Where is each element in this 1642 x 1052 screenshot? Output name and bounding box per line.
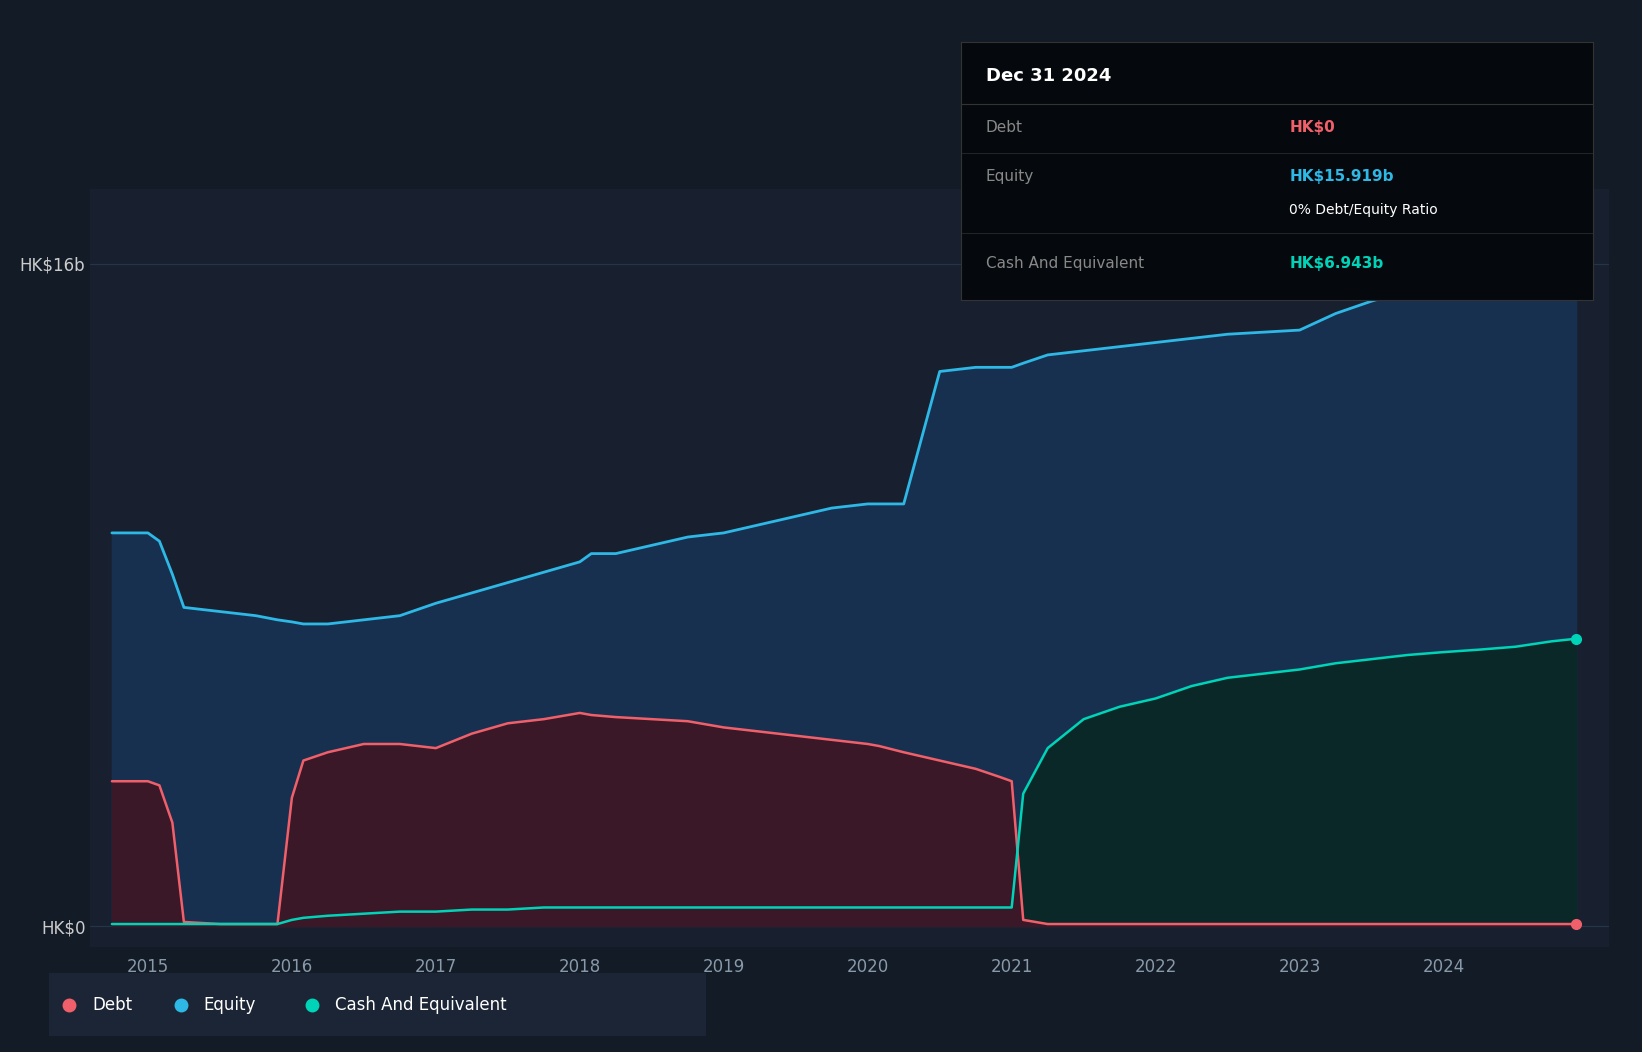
Text: Equity: Equity bbox=[985, 168, 1034, 184]
Text: Cash And Equivalent: Cash And Equivalent bbox=[985, 257, 1144, 271]
Text: Equity: Equity bbox=[204, 995, 256, 1014]
Text: Cash And Equivalent: Cash And Equivalent bbox=[335, 995, 507, 1014]
Text: 0% Debt/Equity Ratio: 0% Debt/Equity Ratio bbox=[1289, 203, 1438, 217]
Text: HK$0: HK$0 bbox=[1289, 120, 1335, 135]
Text: HK$15.919b: HK$15.919b bbox=[1289, 168, 1394, 184]
Text: Debt: Debt bbox=[985, 120, 1023, 135]
Text: Debt: Debt bbox=[92, 995, 131, 1014]
Text: Dec 31 2024: Dec 31 2024 bbox=[985, 66, 1112, 84]
Text: HK$6.943b: HK$6.943b bbox=[1289, 257, 1384, 271]
